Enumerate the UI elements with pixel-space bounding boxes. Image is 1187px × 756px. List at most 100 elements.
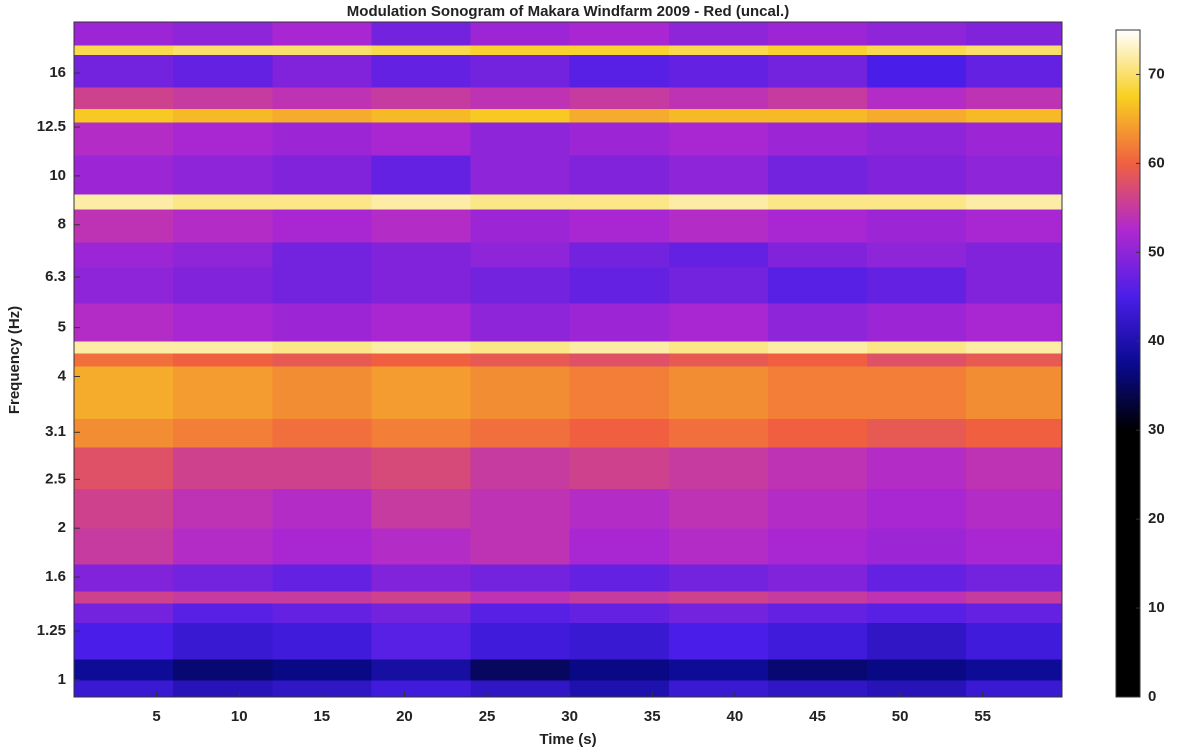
heatmap-cell bbox=[173, 266, 273, 304]
heatmap-cell bbox=[966, 341, 1063, 354]
heatmap-cell bbox=[569, 87, 670, 110]
heatmap-cell bbox=[371, 622, 472, 660]
heatmap-cell bbox=[867, 241, 967, 268]
heatmap-cell bbox=[966, 563, 1063, 592]
heatmap-cell bbox=[173, 418, 273, 448]
heatmap-cell bbox=[966, 208, 1063, 243]
heatmap-cell bbox=[74, 488, 174, 529]
heatmap-cell bbox=[767, 54, 868, 88]
heatmap-cell bbox=[668, 302, 769, 342]
heatmap-cell bbox=[74, 208, 174, 243]
heatmap-cell bbox=[470, 659, 571, 681]
heatmap-cell bbox=[966, 44, 1063, 56]
heatmap-cell bbox=[767, 446, 868, 489]
heatmap-cell bbox=[767, 108, 868, 123]
heatmap-cell bbox=[867, 418, 967, 448]
heatmap-cell bbox=[74, 108, 174, 123]
heatmap-cell bbox=[74, 341, 174, 354]
heatmap-cell bbox=[966, 54, 1063, 88]
heatmap-cell bbox=[867, 622, 967, 660]
heatmap-cell bbox=[272, 591, 372, 604]
heatmap-cell bbox=[569, 54, 670, 88]
heatmap-cell bbox=[173, 488, 273, 529]
heatmap-cell bbox=[371, 208, 472, 243]
heatmap-cell bbox=[867, 659, 967, 681]
heatmap-cell bbox=[470, 22, 571, 46]
heatmap-cell bbox=[272, 241, 372, 268]
heatmap-cell bbox=[371, 266, 472, 304]
heatmap-cell bbox=[966, 353, 1063, 367]
heatmap-cell bbox=[867, 488, 967, 529]
heatmap-cell bbox=[569, 155, 670, 195]
heatmap-cell bbox=[173, 353, 273, 367]
heatmap-cell bbox=[371, 679, 472, 698]
heatmap-cell bbox=[74, 365, 174, 420]
heatmap-cell bbox=[74, 659, 174, 681]
y-tick-label: 8 bbox=[58, 216, 66, 233]
x-tick-label: 15 bbox=[313, 708, 330, 725]
heatmap-cell bbox=[767, 679, 868, 698]
heatmap-cell bbox=[470, 488, 571, 529]
heatmap-cell bbox=[966, 622, 1063, 660]
heatmap-cell bbox=[668, 108, 769, 123]
colorbar-tick-label: 30 bbox=[1148, 421, 1165, 438]
heatmap-cell bbox=[867, 603, 967, 624]
x-tick-label: 55 bbox=[974, 708, 991, 725]
heatmap-cell bbox=[867, 266, 967, 304]
heatmap-cell bbox=[371, 155, 472, 195]
heatmap-cell bbox=[272, 622, 372, 660]
heatmap-cell bbox=[966, 528, 1063, 565]
y-tick-label: 1.6 bbox=[45, 568, 66, 585]
heatmap-cell bbox=[173, 241, 273, 268]
heatmap-cell bbox=[668, 622, 769, 660]
colorbar-tick-label: 50 bbox=[1148, 243, 1165, 260]
heatmap-cell bbox=[867, 679, 967, 698]
heatmap-cell bbox=[668, 208, 769, 243]
heatmap-cell bbox=[867, 155, 967, 195]
heatmap-cell bbox=[272, 341, 372, 354]
heatmap-cell bbox=[173, 446, 273, 489]
heatmap-cell bbox=[470, 194, 571, 210]
heatmap-cell bbox=[74, 446, 174, 489]
heatmap-cell bbox=[767, 22, 868, 46]
heatmap-cell bbox=[371, 54, 472, 88]
heatmap-cell bbox=[470, 563, 571, 592]
colorbar-tick-label: 70 bbox=[1148, 65, 1165, 82]
y-axis-label: Frequency (Hz) bbox=[6, 306, 23, 414]
heatmap-cell bbox=[668, 418, 769, 448]
heatmap-cell bbox=[470, 208, 571, 243]
heatmap-cell bbox=[74, 22, 174, 46]
colorbar bbox=[1115, 29, 1141, 698]
heatmap-cell bbox=[470, 54, 571, 88]
heatmap-cell bbox=[470, 365, 571, 420]
heatmap-cell bbox=[767, 528, 868, 565]
heatmap-cell bbox=[966, 603, 1063, 624]
heatmap-cell bbox=[966, 155, 1063, 195]
heatmap-cell bbox=[767, 659, 868, 681]
heatmap-cell bbox=[272, 155, 372, 195]
heatmap-cell bbox=[173, 194, 273, 210]
heatmap-cell bbox=[74, 563, 174, 592]
heatmap-cell bbox=[668, 22, 769, 46]
heatmap-cell bbox=[173, 87, 273, 110]
heatmap-cell bbox=[767, 266, 868, 304]
heatmap-cell bbox=[867, 591, 967, 604]
x-tick-label: 35 bbox=[644, 708, 661, 725]
heatmap-cell bbox=[272, 121, 372, 156]
heatmap-cell bbox=[569, 22, 670, 46]
heatmap-cell bbox=[470, 341, 571, 354]
heatmap-cell bbox=[470, 353, 571, 367]
heatmap-cell bbox=[569, 341, 670, 354]
heatmap-cell bbox=[569, 622, 670, 660]
heatmap-cell bbox=[470, 603, 571, 624]
heatmap-cell bbox=[867, 121, 967, 156]
heatmap-cell bbox=[966, 266, 1063, 304]
heatmap-cell bbox=[173, 121, 273, 156]
plot-frame bbox=[73, 21, 1063, 698]
heatmap-cell bbox=[668, 155, 769, 195]
heatmap-cell bbox=[668, 341, 769, 354]
heatmap-cell bbox=[74, 591, 174, 604]
heatmap-cell bbox=[272, 22, 372, 46]
heatmap-cell bbox=[767, 365, 868, 420]
heatmap-cell bbox=[272, 603, 372, 624]
